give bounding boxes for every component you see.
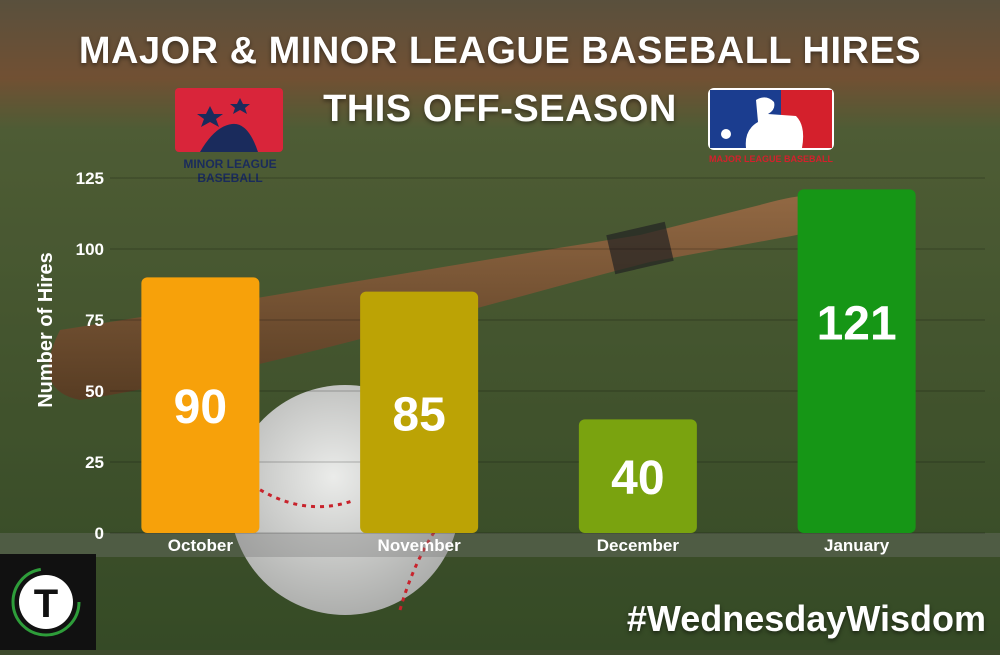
brand-logo-icon: T <box>11 567 81 637</box>
milb-logo-line1: MINOR LEAGUE <box>183 157 276 171</box>
mlb-logo-text: MAJOR LEAGUE BASEBALL <box>709 154 834 164</box>
bar-december <box>578 419 697 533</box>
star-icon <box>197 106 223 127</box>
x-axis-band <box>0 533 1000 557</box>
y-axis-ticks: 0 25 50 75 100 125 <box>76 169 104 543</box>
x-tick-label: January <box>824 536 890 555</box>
milb-logo-shield <box>175 88 283 152</box>
y-tick-label: 50 <box>85 382 104 401</box>
bar-value-label: 40 <box>611 452 664 505</box>
hashtag: #WednesdayWisdom <box>626 598 986 639</box>
brand-badge: T <box>0 554 96 650</box>
brand-logo-letter: T <box>34 582 58 626</box>
y-axis-label: Number of Hires <box>35 252 57 408</box>
batter-silhouette-icon <box>745 97 804 148</box>
bar-value-label: 90 <box>174 381 227 434</box>
x-tick-label: November <box>378 536 462 555</box>
y-tick-label: 125 <box>76 169 104 188</box>
x-axis-ticks: October November December January <box>168 536 890 555</box>
y-tick-label: 100 <box>76 240 104 259</box>
bar-october <box>141 277 260 533</box>
chart-title-line1: MAJOR & MINOR LEAGUE BASEBALL HIRES <box>78 30 922 72</box>
batter-silhouette-icon <box>200 123 258 152</box>
minor-league-baseball-logo: MINOR LEAGUE BASEBALL <box>175 88 283 185</box>
major-league-baseball-logo: MAJOR LEAGUE BASEBALL <box>708 88 834 164</box>
y-tick-label: 25 <box>85 453 104 472</box>
x-tick-label: October <box>168 536 234 555</box>
x-tick-label: December <box>597 536 680 555</box>
y-tick-label: 75 <box>85 311 104 330</box>
bars <box>141 189 916 534</box>
milb-logo-line2: BASEBALL <box>197 171 262 185</box>
chart-title-line2: THIS OFF-SEASON <box>323 88 677 130</box>
bar-value-labels: 90 85 40 121 <box>174 297 897 505</box>
bar-value-label: 121 <box>817 297 897 350</box>
ball-icon <box>721 129 731 139</box>
star-icon <box>230 98 250 114</box>
bar-value-label: 85 <box>392 388 445 441</box>
y-tick-label: 0 <box>95 524 104 543</box>
bar-january <box>797 189 916 534</box>
bar-november <box>360 291 479 533</box>
